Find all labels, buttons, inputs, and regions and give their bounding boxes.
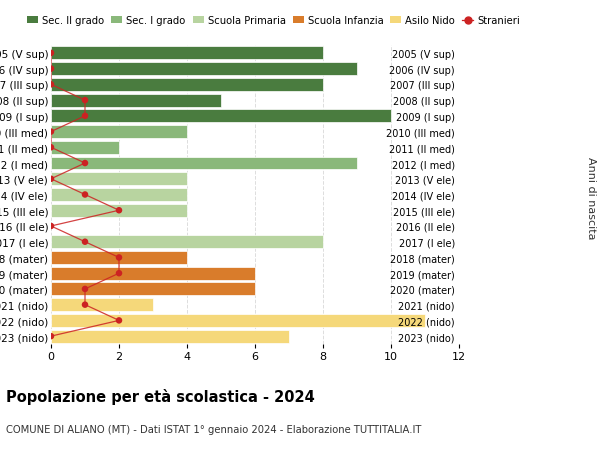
Point [80, 285, 90, 293]
Point [46, 176, 56, 183]
Legend: Sec. II grado, Sec. I grado, Scuola Primaria, Scuola Infanzia, Asilo Nido, Stran: Sec. II grado, Sec. I grado, Scuola Prim… [23, 12, 524, 30]
Bar [51, 173, 187, 186]
Bar [51, 126, 187, 139]
Point [114, 207, 124, 214]
Bar [51, 330, 289, 343]
Bar [51, 252, 187, 264]
Point [46, 333, 56, 340]
Bar [51, 78, 323, 92]
Bar [51, 189, 187, 202]
Point [80, 191, 90, 199]
Bar [51, 141, 119, 154]
Point [80, 113, 90, 120]
Bar [51, 157, 357, 170]
Point [114, 317, 124, 325]
Bar [51, 283, 255, 296]
Point [46, 50, 56, 57]
Bar [51, 236, 323, 249]
Bar [51, 314, 425, 327]
Point [46, 129, 56, 136]
Bar [51, 204, 187, 217]
Bar [51, 63, 357, 76]
Bar [51, 95, 221, 107]
Point [46, 223, 56, 230]
Point [80, 160, 90, 168]
Point [46, 66, 56, 73]
Text: Popolazione per età scolastica - 2024: Popolazione per età scolastica - 2024 [6, 388, 315, 404]
Point [114, 254, 124, 262]
Point [80, 97, 90, 105]
Bar [51, 110, 391, 123]
Point [46, 82, 56, 89]
Point [114, 270, 124, 277]
Point [80, 301, 90, 308]
Bar [51, 47, 323, 60]
Point [46, 144, 56, 151]
Point [80, 239, 90, 246]
Text: Anni di nascita: Anni di nascita [586, 156, 596, 239]
Bar [51, 298, 153, 311]
Text: COMUNE DI ALIANO (MT) - Dati ISTAT 1° gennaio 2024 - Elaborazione TUTTITALIA.IT: COMUNE DI ALIANO (MT) - Dati ISTAT 1° ge… [6, 425, 421, 435]
Bar [51, 267, 255, 280]
